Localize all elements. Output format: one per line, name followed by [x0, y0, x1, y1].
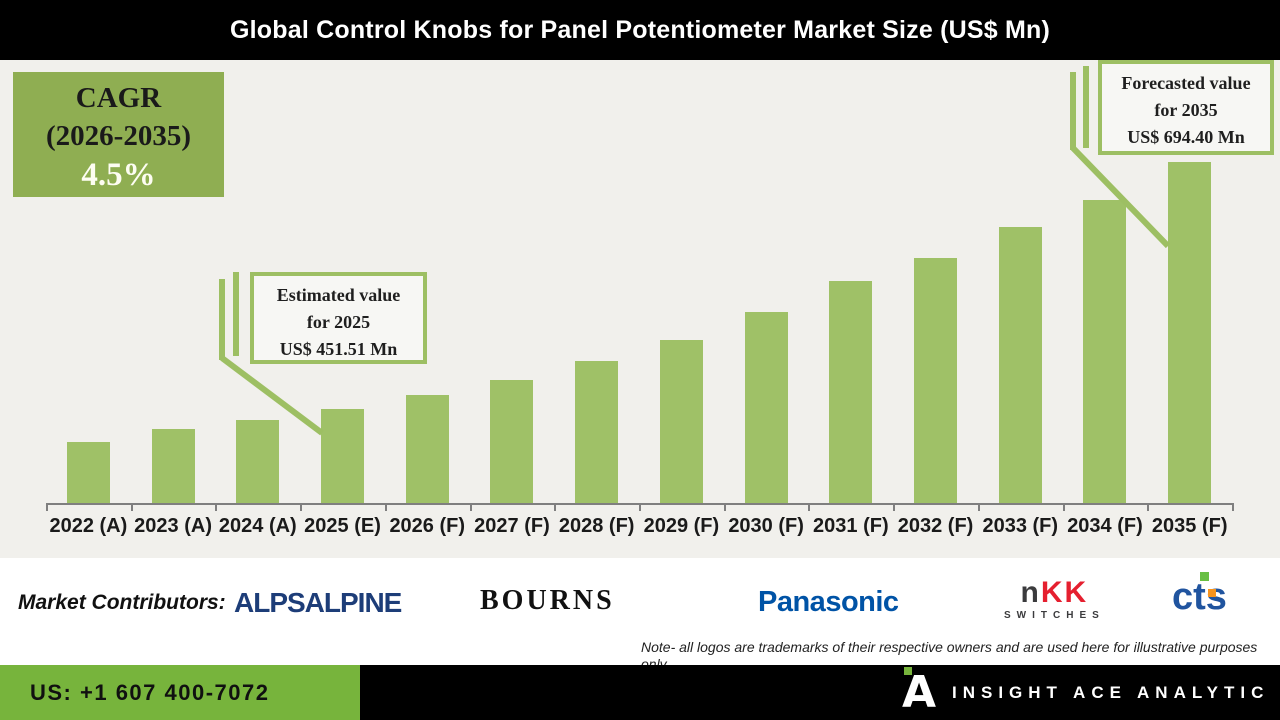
cts-wordmark: cts [1172, 576, 1227, 618]
estimated-callout-line1: Estimated value [276, 285, 401, 305]
x-axis-label: 2029 (F) [643, 515, 720, 537]
bar-2034 (F) [1083, 200, 1127, 503]
bar-slot [46, 156, 131, 503]
cagr-range: (2026-2035) [46, 120, 191, 152]
cts-logo: cts [1172, 572, 1227, 619]
x-axis-labels: 2022 (A) 2023 (A) 2024 (A) 2025 (E) 2026 (F)… [46, 515, 1232, 538]
x-axis-tick [300, 503, 303, 511]
nkk-letter-n: n [1020, 576, 1041, 609]
nkk-wordmark: nKK [1004, 578, 1105, 608]
x-axis-label: 2035 (F) [1151, 515, 1228, 537]
phone-number: US: +1 607 400-7072 [30, 679, 270, 705]
forecast-callout-line1: Forecasted value [1121, 73, 1251, 93]
forecasted-value-callout: Forecasted value for 2035 US$ 694.40 Mn [1098, 60, 1274, 155]
x-axis-label: 2030 (F) [728, 515, 804, 537]
estimated-callout-value: US$ 451.51 Mn [279, 339, 398, 359]
bar-slot [300, 156, 385, 503]
bar-slot [724, 156, 809, 503]
market-contributors-strip: Market Contributors: ALPSALPINE BOURNS P… [0, 558, 1280, 665]
x-axis-tick [469, 503, 472, 511]
bar-2029 (F) [659, 340, 703, 503]
x-axis-label: 2034 (F) [1067, 515, 1143, 537]
bar-chart: CAGR (2026-2035) 4.5% Estimated value fo… [0, 60, 1280, 558]
x-axis-tick [130, 503, 133, 511]
bar-slot [978, 156, 1063, 503]
insight-ace-logo-icon: A [900, 666, 937, 718]
nkk-switches-subtext: SWITCHES [1004, 610, 1105, 621]
x-axis-label: 2027 (F) [474, 515, 550, 537]
cagr-badge: CAGR (2026-2035) 4.5% [13, 72, 224, 197]
x-axis-label: 2026 (F) [389, 515, 466, 537]
bar-2027 (F) [490, 380, 534, 503]
brand-block: A INSIGHT ACE ANALYTIC [900, 665, 1269, 720]
bar-slot [385, 156, 470, 503]
page-title: Global Control Knobs for Panel Potentiom… [229, 15, 1051, 44]
bar-2031 (F) [829, 281, 873, 503]
bars-container [46, 156, 1232, 503]
x-axis-tick [1062, 503, 1065, 511]
x-axis-tick [46, 503, 48, 511]
x-axis-label: 2023 (A) [134, 515, 212, 537]
estimated-value-callout: Estimated value for 2025 US$ 451.51 Mn [250, 272, 427, 364]
bar-2032 (F) [914, 258, 958, 503]
bar-slot [1063, 156, 1148, 503]
bourns-logo: BOURNS [480, 585, 615, 616]
x-axis-tick [1147, 503, 1150, 511]
x-axis-label: 2025 (E) [304, 515, 381, 537]
nkk-switches-logo: nKK SWITCHES [1004, 578, 1105, 622]
forecast-callout-line2: for 2035 [1154, 100, 1218, 120]
bar-2023 (A) [151, 429, 195, 503]
bar-2026 (F) [405, 395, 449, 503]
cts-green-square-icon [1200, 572, 1209, 581]
bar-slot [131, 156, 216, 503]
x-axis-label: 2022 (A) [49, 515, 128, 537]
bar-slot [639, 156, 724, 503]
bar-2025 (E) [321, 409, 365, 503]
x-axis-label: 2031 (F) [813, 515, 889, 537]
bar-2028 (F) [575, 361, 619, 503]
bar-2024 (A) [236, 420, 280, 503]
bar-2022 (A) [66, 442, 110, 503]
x-axis-label: 2032 (F) [897, 515, 974, 537]
nkk-letters-kk: KK [1040, 576, 1089, 609]
title-bar: Global Control Knobs for Panel Potentiom… [0, 0, 1280, 60]
estimated-callout-line2: for 2025 [306, 312, 371, 332]
forecast-callout-value: US$ 694.40 Mn [1127, 127, 1245, 147]
alps-alpine-logo: ALPSALPINE [234, 587, 402, 618]
bar-slot [808, 156, 893, 503]
insight-ace-logo-letter: A [902, 666, 937, 718]
market-contributors-label: Market Contributors: [18, 591, 226, 614]
bar-2030 (F) [744, 312, 788, 503]
cts-orange-square-icon [1208, 589, 1216, 597]
x-axis-tick [639, 503, 641, 511]
bar-slot [893, 156, 978, 503]
x-axis-label: 2024 (A) [218, 515, 297, 537]
x-axis-tick [723, 503, 726, 511]
phone-contact-box: US: +1 607 400-7072 [0, 665, 360, 720]
x-axis-label: 2028 (F) [558, 515, 635, 537]
footer-bar: US: +1 607 400-7072 A INSIGHT ACE ANALYT… [0, 665, 1280, 720]
brand-name: INSIGHT ACE ANALYTIC [952, 682, 1270, 702]
x-axis-tick [977, 503, 980, 511]
cagr-label: CAGR [75, 82, 162, 114]
x-axis-tick [808, 503, 811, 511]
x-axis-tick [893, 503, 896, 511]
x-axis-tick [215, 503, 218, 511]
bar-slot [1147, 156, 1232, 503]
bar-slot [554, 156, 639, 503]
insight-ace-logo-dot-icon [904, 666, 912, 675]
cagr-value: 4.5% [81, 157, 156, 193]
trademark-note-line1: Note- all logos are trademarks of their … [641, 639, 1258, 655]
x-axis-tick [1232, 503, 1234, 511]
x-axis-tick [554, 503, 557, 511]
panasonic-logo: Panasonic [758, 586, 899, 618]
x-axis-tick [384, 503, 387, 511]
bar-2033 (F) [998, 227, 1042, 503]
bar-2035 (F) [1168, 162, 1212, 503]
bar-slot [470, 156, 555, 503]
x-axis-label: 2033 (F) [982, 515, 1059, 537]
